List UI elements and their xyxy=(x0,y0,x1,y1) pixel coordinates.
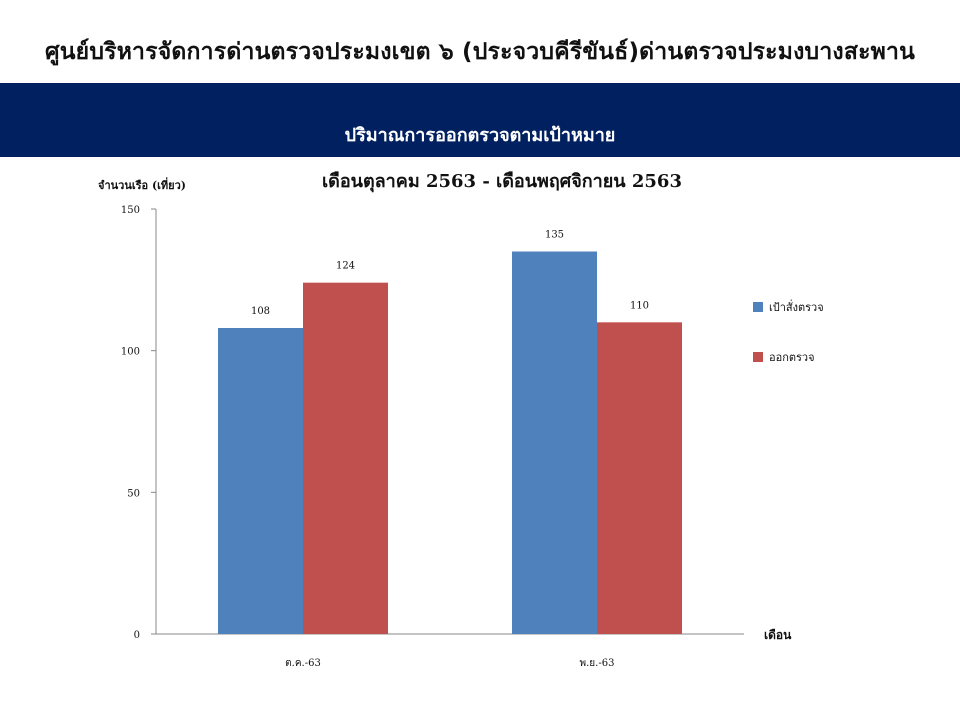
y-tick-label: 150 xyxy=(121,205,140,216)
y-tick-label: 100 xyxy=(121,347,140,358)
chart-legend: เป้าสั่งตรวจ ออกตรวจ xyxy=(753,300,824,400)
chart-title: เดือนตุลาคม 2563 - เดือนพฤศจิกายน 2563 xyxy=(322,171,682,192)
legend-swatch-target xyxy=(753,302,763,312)
data-label: 135 xyxy=(545,230,564,241)
y-tick-label: 0 xyxy=(134,630,140,641)
legend-item-inspected: ออกตรวจ xyxy=(753,350,824,364)
x-tick-label: พ.ย.-63 xyxy=(580,658,615,669)
legend-swatch-inspected xyxy=(753,352,763,362)
header-banner xyxy=(0,83,960,157)
data-label: 108 xyxy=(251,306,270,317)
bar xyxy=(218,328,303,634)
bar xyxy=(512,251,597,634)
legend-item-target: เป้าสั่งตรวจ xyxy=(753,300,824,314)
x-tick-label: ต.ค.-63 xyxy=(285,658,321,669)
page-title: ศูนย์บริหารจัดการด่านตรวจประมงเขต ๖ (ประ… xyxy=(44,39,916,65)
banner-title: ปริมาณการออกตรวจตามเป้าหมาย xyxy=(344,125,616,146)
x-axis-label: เดือน xyxy=(764,628,792,642)
legend-label-target: เป้าสั่งตรวจ xyxy=(769,301,824,314)
y-axis-label: จำนวนเรือ (เที่ยว) xyxy=(98,179,186,192)
bar xyxy=(597,322,682,634)
data-label: 110 xyxy=(630,300,649,311)
bar xyxy=(303,282,388,634)
data-label: 124 xyxy=(336,261,355,272)
y-tick-label: 50 xyxy=(127,488,140,499)
legend-label-inspected: ออกตรวจ xyxy=(769,351,815,364)
